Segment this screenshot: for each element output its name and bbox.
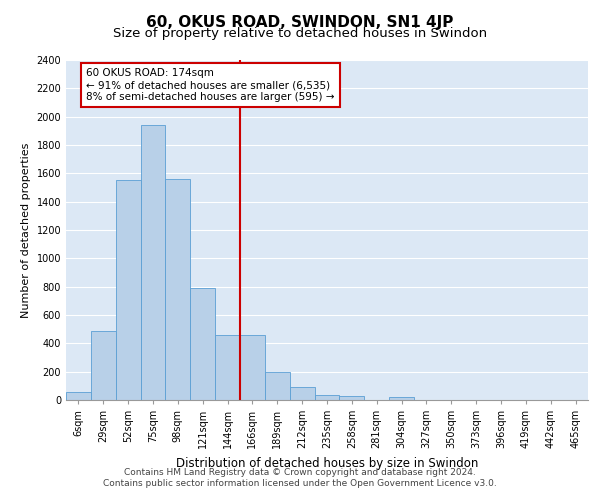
Bar [389, 397, 414, 400]
Bar [215, 335, 240, 400]
Y-axis label: Number of detached properties: Number of detached properties [21, 142, 31, 318]
Bar [91, 330, 116, 400]
X-axis label: Distribution of detached houses by size in Swindon: Distribution of detached houses by size … [176, 456, 478, 469]
Bar [116, 180, 140, 400]
Bar [66, 392, 91, 400]
Bar [265, 372, 290, 400]
Text: Contains HM Land Registry data © Crown copyright and database right 2024.
Contai: Contains HM Land Registry data © Crown c… [103, 468, 497, 487]
Bar [340, 396, 364, 400]
Bar [290, 387, 314, 400]
Text: Size of property relative to detached houses in Swindon: Size of property relative to detached ho… [113, 28, 487, 40]
Bar [166, 179, 190, 400]
Text: 60 OKUS ROAD: 174sqm
← 91% of detached houses are smaller (6,535)
8% of semi-det: 60 OKUS ROAD: 174sqm ← 91% of detached h… [86, 68, 334, 102]
Bar [190, 288, 215, 400]
Bar [314, 395, 340, 400]
Text: 60, OKUS ROAD, SWINDON, SN1 4JP: 60, OKUS ROAD, SWINDON, SN1 4JP [146, 15, 454, 30]
Bar [240, 335, 265, 400]
Bar [140, 125, 166, 400]
